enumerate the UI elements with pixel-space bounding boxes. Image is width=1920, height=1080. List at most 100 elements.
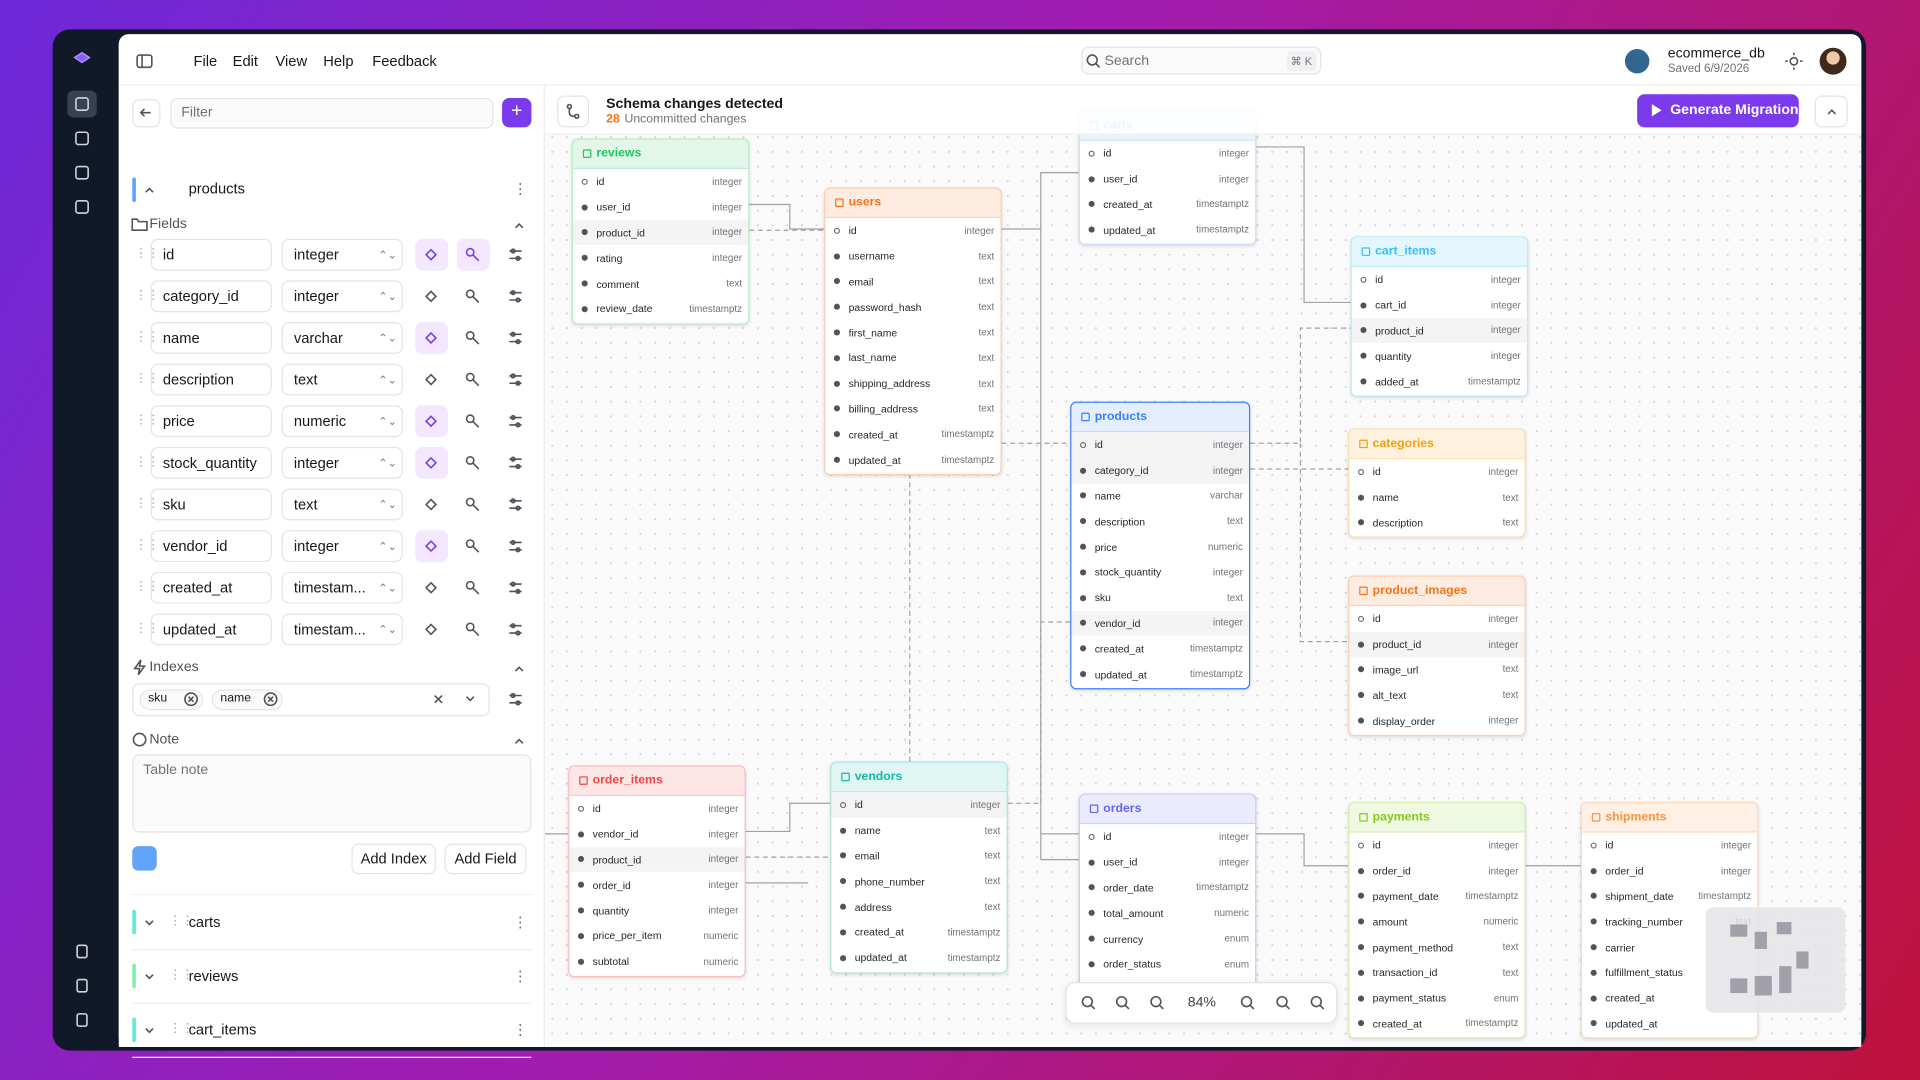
field-row[interactable]: order_id integer [1582,858,1757,883]
field-row[interactable]: order_date timestamptz [1080,875,1255,900]
generate-migration[interactable]: Generate Migration [1637,94,1799,128]
rail-active[interactable] [67,90,97,118]
table-node[interactable]: products id integer category_id integer name v… [1070,401,1251,690]
chevron-down[interactable] [140,913,160,933]
field-row[interactable]: order_status enum [1080,951,1255,976]
rail-icon[interactable] [72,976,92,996]
field-settings[interactable] [506,328,526,348]
field-row[interactable]: updated_at [1582,1011,1757,1036]
field-settings[interactable] [506,245,526,265]
chevron-up[interactable] [509,659,529,679]
note-textarea[interactable] [132,754,532,833]
field-row[interactable]: sku text [1071,585,1249,610]
unique-toggle[interactable] [415,530,449,563]
sidebar-toggle[interactable] [135,51,155,71]
field-name-input[interactable] [150,322,272,354]
field-name-input[interactable] [150,405,272,438]
chevron-down[interactable] [140,1021,160,1041]
field-row[interactable]: product_id integer [1351,317,1527,344]
field-row[interactable]: image_url text [1349,657,1524,682]
field-name-input[interactable] [150,446,272,479]
field-settings[interactable] [506,287,526,307]
remove-tag[interactable] [181,689,201,709]
field-row[interactable]: password_hash text [825,294,1000,319]
field-row[interactable]: address text [831,894,1006,919]
menu-item[interactable]: View [275,52,308,70]
field-row[interactable]: billing_address text [825,396,1000,421]
theme-toggle[interactable] [1784,51,1804,71]
index-settings[interactable] [506,689,526,709]
field-row[interactable]: created_at timestamptz [1080,192,1255,217]
field-row[interactable]: product_id integer [1349,631,1525,658]
field-settings[interactable] [506,370,526,390]
chevron-up[interactable] [509,216,529,236]
field-row[interactable]: id integer [825,218,1000,243]
field-row[interactable]: price_per_item numeric [569,923,744,948]
field-name-input[interactable] [150,488,272,521]
field-row[interactable]: order_id integer [569,872,744,897]
kebab[interactable]: ⋮ [513,1021,528,1039]
unique-toggle[interactable] [415,446,449,479]
field-row[interactable]: payment_method text [1349,935,1524,960]
field-row[interactable]: shipment_date timestamptz [1582,884,1757,909]
kebab[interactable]: ⋮ [513,913,528,931]
zoom-control[interactable] [1238,993,1258,1013]
field-row[interactable]: created_at timestamptz [1071,636,1249,661]
field-row[interactable]: alt_text text [1349,683,1524,708]
field-row[interactable]: id integer [1349,459,1524,484]
table-node[interactable]: payments id integer order_id integer payment_… [1348,802,1526,1039]
field-row[interactable]: transaction_id text [1349,960,1524,985]
zoom-control[interactable] [1113,993,1133,1013]
field-row[interactable]: email text [831,843,1006,868]
field-name-input[interactable] [150,530,272,563]
field-row[interactable]: product_id integer [573,219,749,246]
field-row[interactable]: updated_at timestamptz [831,945,1006,970]
field-row[interactable]: payment_status enum [1349,985,1524,1010]
field-row[interactable]: shipping_address text [825,371,1000,396]
rail-icon[interactable] [72,197,92,217]
field-settings[interactable] [506,536,526,556]
field-row[interactable]: updated_at timestamptz [1071,661,1249,686]
menu-item[interactable]: Edit [232,52,258,70]
field-type-select[interactable] [281,363,403,396]
field-type-select[interactable] [281,322,403,354]
field-row[interactable]: display_order integer [1349,708,1524,733]
field-row[interactable]: user_id integer [1080,166,1255,191]
field-row[interactable]: carrier [1582,935,1757,960]
rail-icon[interactable] [72,129,92,149]
field-type-select[interactable] [281,488,403,521]
rail-icon[interactable] [72,942,92,962]
field-row[interactable]: fulfillment_status [1582,960,1757,985]
rail-icon[interactable] [72,1010,92,1030]
zoom-control[interactable] [1308,993,1328,1013]
field-row[interactable]: stock_quantity integer [1071,560,1249,585]
minimap[interactable] [1705,907,1846,1013]
field-type-select[interactable] [281,280,403,313]
table-node[interactable]: users id integer username text email text passw… [824,187,1002,476]
field-row[interactable]: updated_at timestamptz [825,447,1000,472]
field-row[interactable]: phone_number text [831,869,1006,894]
field-row[interactable]: id integer [573,169,748,194]
zoom-control[interactable] [1079,993,1099,1013]
chevron-down[interactable] [140,967,160,987]
field-name-input[interactable] [150,363,272,396]
field-settings[interactable] [506,411,526,431]
search-box[interactable] [1081,46,1322,75]
field-row[interactable]: created_at [1582,985,1757,1010]
field-row[interactable]: total_amount numeric [1080,900,1255,925]
menu-item[interactable]: File [193,52,218,70]
field-row[interactable]: id integer [569,796,744,821]
field-type-select[interactable] [281,613,403,646]
table-node[interactable]: categories id integer name text description te… [1348,428,1526,539]
table-node[interactable]: product_images id integer product_id integer… [1348,575,1526,736]
field-row[interactable]: quantity integer [1352,343,1527,368]
menu-item[interactable]: Help [323,52,354,70]
zoom-control[interactable] [1273,993,1293,1013]
back-button[interactable] [132,99,161,128]
field-row[interactable]: payment_date timestamptz [1349,884,1524,909]
field-row[interactable]: order_id integer [1349,858,1524,883]
field-row[interactable]: amount numeric [1349,909,1524,934]
field-row[interactable]: last_name text [825,345,1000,370]
field-row[interactable]: product_id integer [569,846,745,873]
index-input[interactable] [132,683,490,717]
